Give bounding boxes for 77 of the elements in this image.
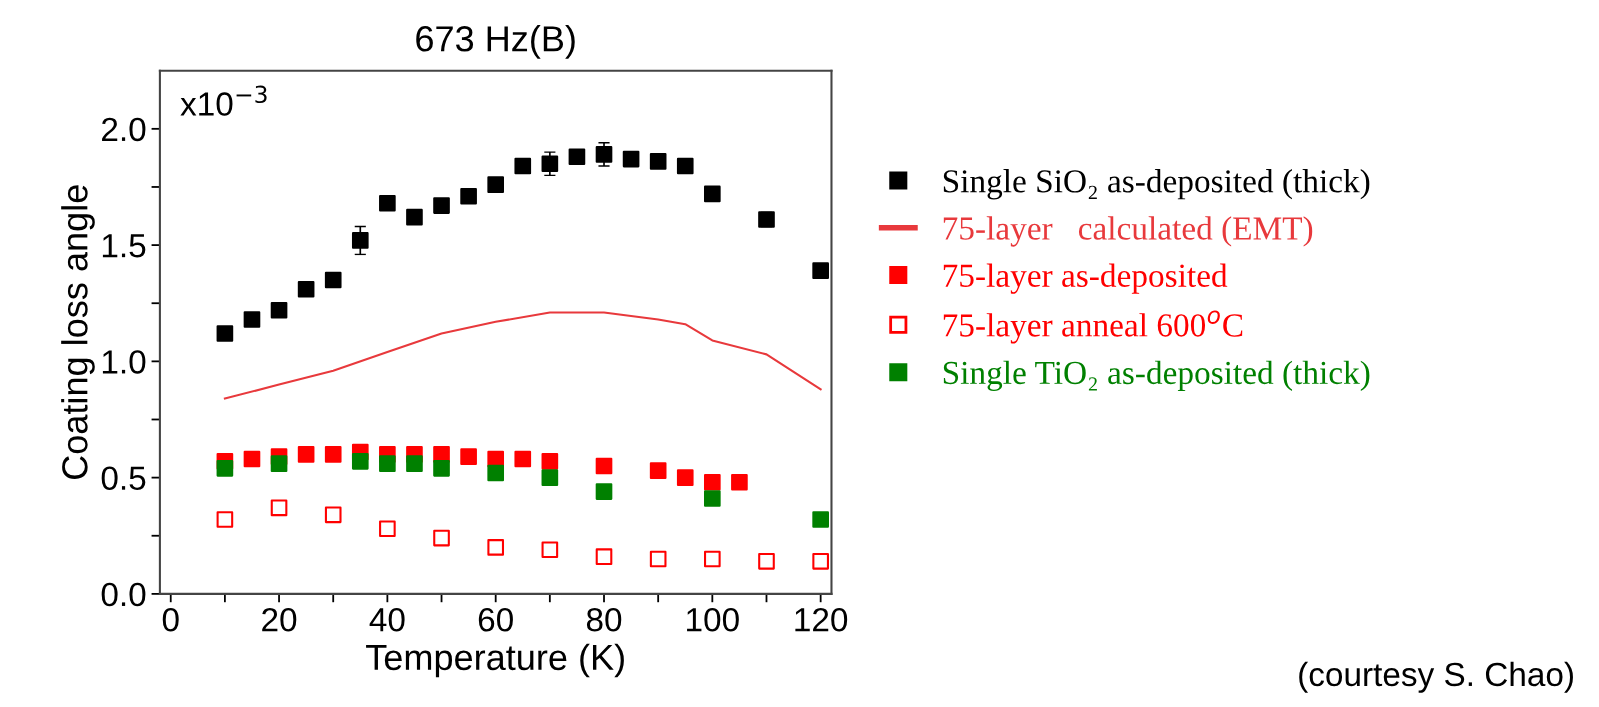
x-tick-label: 0 — [162, 607, 179, 632]
x-tick-label: 20 — [262, 607, 297, 632]
point — [487, 176, 505, 193]
point — [649, 153, 667, 170]
legend-label: 75-layer calculated (EMT) — [943, 216, 1313, 247]
x-tick-label: 40 — [369, 607, 405, 632]
chart-title: 673 Hz(B) — [416, 25, 575, 59]
legend-label: Single SiO₂ as-deposited (thick) — [943, 169, 1370, 200]
point — [704, 473, 721, 491]
point — [514, 450, 532, 468]
x-tick-label: 80 — [586, 607, 622, 632]
point — [351, 453, 369, 470]
point — [243, 311, 261, 328]
point — [649, 550, 667, 568]
point — [595, 146, 613, 163]
point — [460, 187, 477, 205]
text: (courtesy S. Chao) — [1299, 661, 1573, 693]
point — [812, 511, 829, 528]
point — [270, 301, 288, 319]
point — [324, 506, 342, 524]
annotation: x10$^{−3}$ — [180, 85, 267, 116]
y-tick-label: 0.0 — [101, 582, 146, 607]
point — [595, 548, 613, 565]
point — [216, 459, 234, 477]
point — [731, 473, 748, 491]
point — [460, 448, 477, 466]
legend-label: Single TiO₂ as-deposited (thick) — [943, 360, 1370, 392]
point — [595, 457, 613, 475]
point — [297, 446, 315, 463]
point — [595, 483, 613, 500]
point — [379, 455, 396, 472]
point — [676, 157, 694, 175]
point — [406, 208, 423, 226]
x-tick-label: 100 — [687, 607, 739, 632]
point — [379, 520, 396, 538]
point — [406, 455, 423, 472]
legend-label: 75-layer as-deposited — [943, 263, 1228, 294]
point — [812, 262, 829, 279]
point — [379, 194, 396, 212]
point — [622, 150, 640, 168]
point — [270, 499, 288, 517]
y-tick-label: 1.5 — [102, 234, 146, 258]
x-axis-title: Temperature (K) — [366, 643, 624, 678]
point — [270, 455, 288, 472]
point — [243, 450, 261, 468]
point — [487, 464, 505, 482]
point — [324, 446, 342, 463]
x-tick-label: 120 — [795, 607, 848, 632]
point — [758, 553, 775, 570]
point — [676, 469, 694, 486]
point — [351, 232, 369, 249]
legend-label: 75-layer anneal 600$^{o}$C — [943, 310, 1243, 344]
point — [324, 271, 342, 289]
point — [433, 197, 450, 214]
point — [541, 541, 559, 559]
point — [487, 539, 505, 556]
point — [541, 155, 559, 173]
point — [568, 148, 586, 166]
point — [704, 490, 721, 507]
y-tick-label: 1.0 — [102, 350, 146, 374]
y-axis-title: Coating loss angle — [61, 185, 95, 479]
point — [541, 453, 559, 470]
point — [704, 185, 721, 203]
point — [433, 529, 450, 547]
point — [704, 550, 721, 568]
point — [216, 511, 234, 528]
point — [433, 459, 450, 477]
y-tick-label: 0.5 — [101, 466, 146, 491]
point — [649, 462, 667, 479]
point — [514, 157, 532, 175]
point — [812, 553, 829, 570]
line-series — [223, 311, 822, 400]
point — [216, 325, 234, 342]
point — [297, 280, 315, 298]
point — [541, 469, 559, 486]
x-tick-label: 60 — [478, 607, 513, 632]
y-tick-label: 2.0 — [102, 117, 146, 142]
